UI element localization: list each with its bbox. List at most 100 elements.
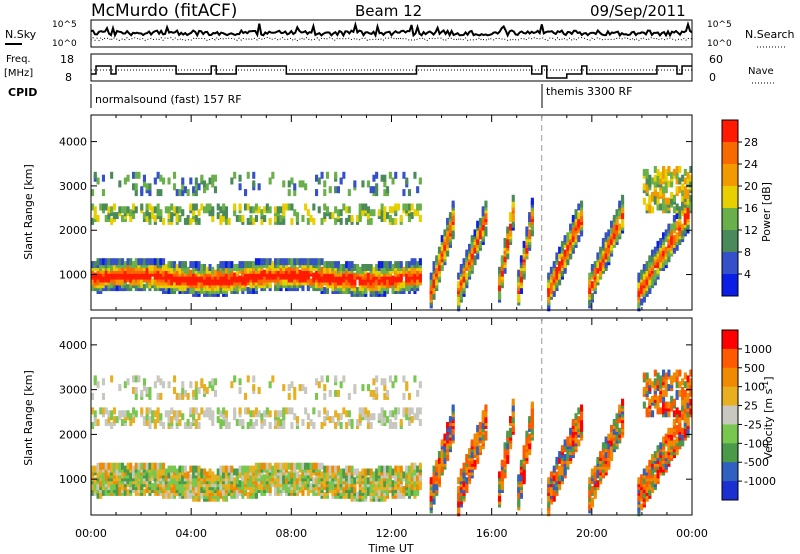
power-cell [101,174,105,182]
velocity-cell [667,454,671,461]
velocity-cell [181,413,185,421]
velocity-cell [200,407,204,415]
power-cell [315,258,319,266]
power-cell [317,258,321,266]
power-cell [249,261,253,269]
velocity-cell [372,413,376,421]
velocity-cell [101,462,105,470]
power-cell [233,272,237,280]
velocity-cell [181,387,185,394]
velocity-cell [129,471,133,479]
power-cell [268,206,272,214]
power-cell [413,171,417,179]
power-cell [391,284,395,292]
velocity-cell [115,462,119,470]
velocity-cell [145,387,149,394]
velocity-cell [416,407,420,415]
power-cell [648,174,652,182]
power-cell [189,287,193,294]
velocity-cell [457,486,461,493]
power-cell [331,212,335,220]
velocity-cell [418,419,422,426]
velocity-cell [443,456,447,464]
power-cell [213,186,217,194]
power-cell [186,189,190,197]
power-cell [391,264,395,271]
power-cell [375,278,379,286]
power-cell [104,203,108,211]
velocity-cell [517,497,521,505]
power-cell [197,281,201,289]
velocity-ytick: 2000 [59,428,87,441]
power-cell [383,261,387,269]
velocity-cell [689,378,693,386]
velocity-cell [99,468,103,476]
power-cell [672,194,676,202]
power-cell [391,275,395,283]
velocity-cell [151,468,155,476]
power-cell [380,174,384,182]
velocity-cell [459,468,463,476]
power-colorbar-swatch [722,164,738,187]
velocity-cell [683,389,687,397]
velocity-cell [263,474,267,482]
velocity-cell [211,384,215,392]
power-cell [653,174,657,182]
power-cell [233,203,237,211]
velocity-cell [260,474,264,482]
velocity-cell [675,424,679,432]
power-cell [279,258,283,266]
power-cell [216,269,220,277]
velocity-cell [323,465,327,473]
velocity-cell [145,419,149,426]
velocity-cell [571,419,575,426]
velocity-cell [200,378,204,386]
power-cell [549,266,553,274]
velocity-cell [353,384,357,392]
velocity-cell [115,488,119,496]
velocity-cell [413,488,417,496]
velocity-cell [686,375,690,383]
freq-trace [91,65,692,79]
power-cell [358,266,362,274]
power-cell [577,212,581,220]
velocity-cell [377,488,381,496]
velocity-cell [112,462,116,470]
velocity-cell [394,422,398,429]
velocity-cell [110,422,114,429]
velocity-cell [577,422,581,429]
power-cell [151,206,155,214]
velocity-cell [194,419,198,426]
power-cell [189,177,193,185]
velocity-cell [153,483,157,491]
velocity-cell [216,468,220,476]
velocity-cell [558,465,562,473]
power-cell [249,281,253,289]
power-cell [418,177,422,185]
velocity-cell [126,462,130,470]
power-cell [519,255,523,263]
power-cell [287,203,291,211]
velocity-cell [282,413,286,421]
power-cell [645,261,649,269]
velocity-cell [216,416,220,424]
velocity-cell [667,442,671,450]
velocity-cell [197,480,201,488]
velocity-cell [651,454,655,461]
power-cell [618,200,622,208]
power-cell [339,269,343,277]
velocity-cell [659,442,663,450]
velocity-cell [282,422,286,429]
power-cell [402,171,406,179]
velocity-cell [230,381,234,389]
nave-tick-top: 60 [709,53,723,66]
velocity-cell [173,486,177,493]
power-cell [675,166,679,173]
power-cell [104,258,108,266]
power-cell [345,206,349,214]
velocity-cell [612,427,616,435]
power-ytick: 4000 [59,136,87,149]
velocity-cell [470,451,474,459]
velocity-cell [142,488,146,496]
velocity-cell [110,375,114,383]
